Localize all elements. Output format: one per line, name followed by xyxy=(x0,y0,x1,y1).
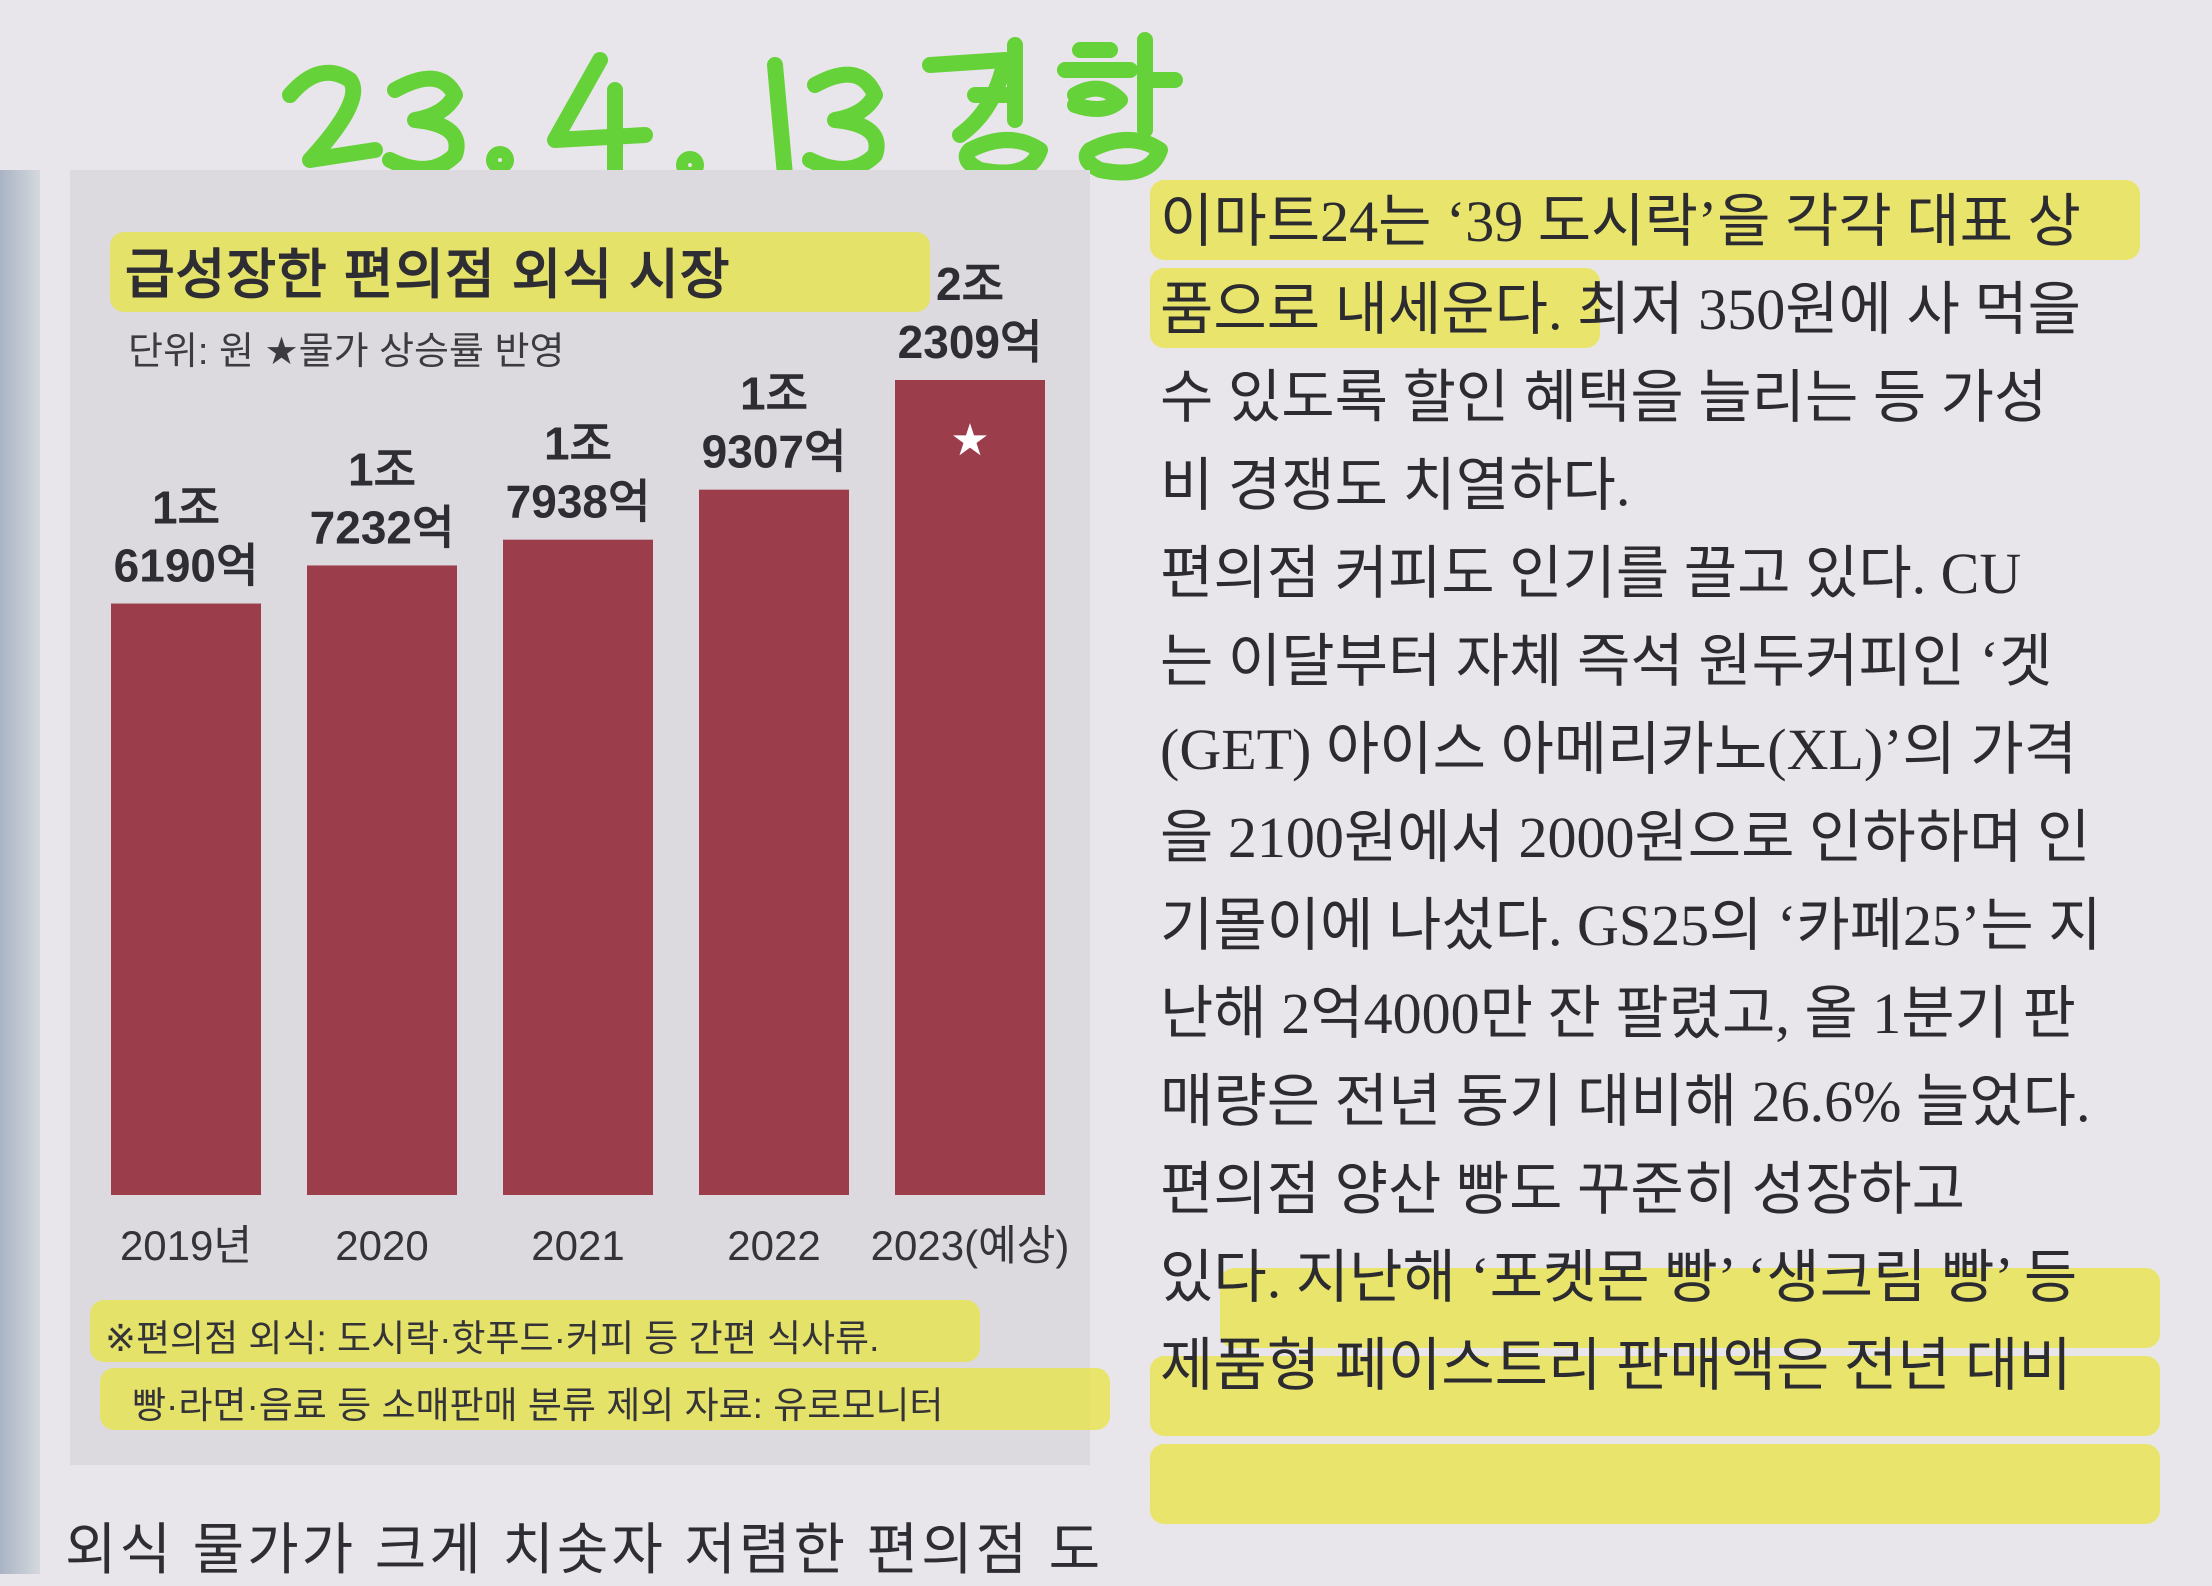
x-tick-label-3: 2022 xyxy=(727,1222,820,1269)
x-tick-label-4: 2023(예상) xyxy=(871,1222,1070,1269)
article-highlight-5 xyxy=(1150,1444,2160,1524)
article-line-8: 기몰이에 나섰다. GS25의 ‘카페25’는 지 xyxy=(1160,893,2102,958)
article-highlight-3 xyxy=(1220,1268,2160,1348)
data-label-3-0: 1조 xyxy=(740,368,808,420)
handwritten-date xyxy=(282,32,1183,188)
bar-0 xyxy=(111,603,261,1195)
article-line-9: 난해 2억4000만 잔 팔렸고, 올 1분기 판 xyxy=(1160,981,2076,1046)
chart-unit-note: 단위: 원 ★물가 상승률 반영 xyxy=(128,331,565,373)
data-label-2-1: 7938억 xyxy=(506,476,651,528)
bar-1 xyxy=(307,565,457,1195)
article-highlight-4 xyxy=(1150,1356,2160,1436)
data-label-3-1: 9307억 xyxy=(702,426,847,478)
data-label-4-1: 2309억 xyxy=(898,316,1043,368)
article-highlight-2 xyxy=(1150,268,1600,348)
footnote-highlight-2 xyxy=(100,1368,1110,1430)
article-line-2: 수 있도록 할인 혜택을 늘리는 등 가성 xyxy=(1160,365,2048,430)
footnote-highlight-1 xyxy=(90,1300,980,1362)
article-line-5: 는 이달부터 자체 즉석 원두커피인 ‘겟 xyxy=(1160,629,2053,694)
data-label-0-1: 6190억 xyxy=(114,540,259,592)
x-tick-label-2: 2021 xyxy=(531,1222,624,1269)
article-line-4: 편의점 커피도 인기를 끌고 있다. CU xyxy=(1160,541,2022,606)
bar-4 xyxy=(895,380,1045,1195)
data-label-4-0: 2조 xyxy=(936,258,1004,310)
chart-title: 급성장한 편의점 외식 시장 xyxy=(125,245,731,305)
chart-panel: 급성장한 편의점 외식 시장 단위: 원 ★물가 상승률 반영 1조 6190억 2… xyxy=(70,170,1110,1465)
data-label-1-1: 7232억 xyxy=(310,501,455,553)
body-text-below-chart: 외식 물가가 크게 치솟자 저렴한 편의점 도 xyxy=(65,1518,1104,1581)
article-line-11: 편의점 양산 빵도 꾸준히 성장하고 xyxy=(1160,1157,1966,1222)
footnote-line-2: 빵·라면·음료 등 소매판매 분류 제외 자료: 유로모니터 xyxy=(132,1385,944,1426)
star-icon: ★ xyxy=(950,415,989,466)
article-line-1: 품으로 내세운다. 최저 350원에 사 먹을 xyxy=(1160,277,2082,342)
x-tick-label-1: 2020 xyxy=(335,1222,428,1269)
article-line-6: (GET) 아이스 아메리카노(XL)’의 가격 xyxy=(1160,717,2078,782)
bar-3 xyxy=(699,489,849,1196)
article-line-13: 제품형 페이스트리 판매액은 전년 대비 xyxy=(1160,1333,2072,1398)
article-line-3: 비 경쟁도 치열하다. xyxy=(1160,453,1631,518)
page-edge xyxy=(0,170,40,1574)
title-highlight xyxy=(110,232,930,312)
article-line-12: 있다. 지난해 ‘포켓몬 빵’ ‘생크림 빵’ 등 xyxy=(1160,1245,2078,1310)
footnote-line-1: ※편의점 외식: 도시락·핫푸드·커피 등 간편 식사류. xyxy=(105,1318,880,1359)
data-label-2-0: 1조 xyxy=(544,418,612,470)
bar-2 xyxy=(503,539,653,1195)
x-tick-label-0: 2019년 xyxy=(120,1222,252,1269)
article-highlight-1 xyxy=(1150,180,2140,260)
article-line-0: 이마트24는 ‘39 도시락’을 각각 대표 상 xyxy=(1160,189,2081,254)
article-line-10: 매량은 전년 동기 대비해 26.6% 늘었다. xyxy=(1160,1069,2091,1134)
data-label-1-0: 1조 xyxy=(348,443,416,495)
article-line-7: 을 2100원에서 2000원으로 인하하며 인 xyxy=(1160,805,2091,870)
data-label-0-0: 1조 xyxy=(152,482,220,534)
bar-chart: 1조 6190억 2019년 1조 7232억 2020 1조 7938억 2021 1조 9307… xyxy=(111,258,1070,1269)
